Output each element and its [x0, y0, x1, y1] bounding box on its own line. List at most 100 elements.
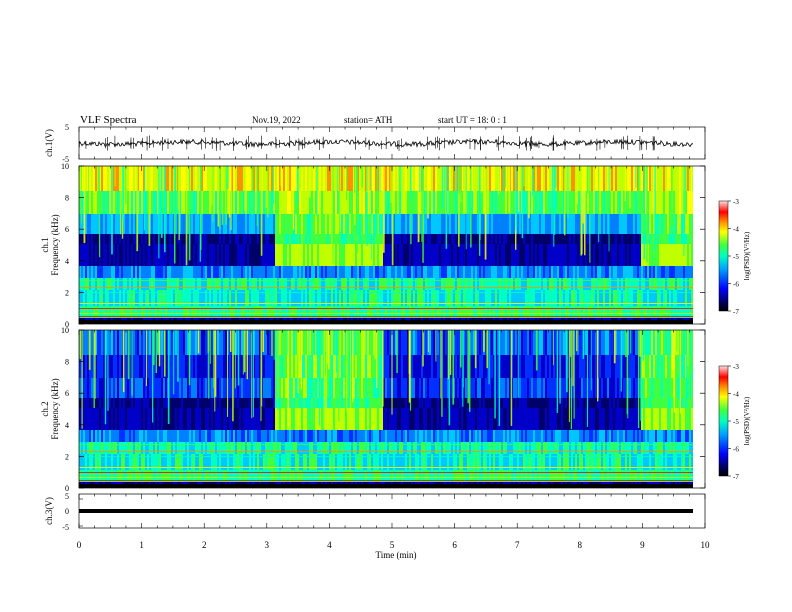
spectrogram-cell — [89, 234, 92, 244]
spectrogram-cell — [107, 166, 110, 191]
spectrogram-cell — [367, 408, 370, 430]
spectrogram-cell — [227, 266, 230, 278]
spectrogram-cell — [347, 191, 350, 214]
spectrogram-cell — [213, 470, 216, 482]
spectrogram-cell — [105, 191, 108, 214]
spectrogram-cell — [303, 330, 306, 355]
sferic-streak — [643, 166, 646, 260]
spectrogram-cell — [535, 214, 538, 234]
spectrogram-cell — [347, 244, 350, 266]
spectrogram-cell — [399, 214, 402, 234]
spectrogram-cell — [321, 278, 324, 290]
spectrogram-cell — [553, 278, 556, 290]
spectrogram-cell — [673, 191, 676, 214]
spectrogram-cell — [517, 290, 520, 306]
spectrogram-cell — [485, 290, 488, 306]
spectrogram-cell — [399, 378, 402, 398]
spectrogram-cell — [151, 191, 154, 214]
spectrogram-cell — [243, 166, 246, 191]
spectrogram-cell — [101, 290, 104, 306]
spectrogram-cell — [469, 266, 472, 278]
spectrogram-cell — [95, 454, 98, 470]
spectrogram-cell — [153, 398, 156, 408]
spectrogram-cell — [345, 355, 348, 378]
spectrogram-cell — [279, 408, 282, 430]
spectrogram-cell — [133, 244, 136, 266]
spectrogram-cell — [299, 306, 302, 318]
spectrogram-cell — [97, 442, 100, 454]
spectrogram-cell — [365, 442, 368, 454]
spectrogram-cell — [117, 442, 120, 454]
spectrogram-cell — [239, 244, 242, 266]
spectrogram-cell — [175, 330, 178, 355]
spectrogram-cell — [443, 244, 446, 266]
spectrogram-cell — [651, 166, 654, 191]
spectrogram-cell — [527, 266, 530, 278]
sferic-streak — [316, 166, 318, 217]
spectrogram-cell — [281, 266, 284, 278]
spectrogram-cell — [331, 470, 334, 482]
spectrogram-cell — [119, 191, 122, 214]
spectrogram-cell — [457, 290, 460, 306]
spectrogram-cell — [205, 266, 208, 278]
spectrogram-cell — [367, 290, 370, 306]
spectrogram-cell — [89, 454, 92, 470]
spectrogram-cell — [213, 398, 216, 408]
spectrogram-cell — [423, 214, 426, 234]
spectrogram-cell — [253, 290, 256, 306]
spectrogram-cell — [153, 244, 156, 266]
spectrogram-cell — [149, 398, 152, 408]
spectrogram-cell — [279, 266, 282, 278]
spectrogram-cell — [179, 398, 182, 408]
spectrogram-cell — [179, 234, 182, 244]
spectrogram-cell — [277, 278, 280, 290]
spectrogram-cell — [147, 191, 150, 214]
spectrogram-cell — [435, 166, 438, 191]
spectrogram-cell — [179, 191, 182, 214]
spectrogram-cell — [91, 330, 94, 355]
spectrogram-cell — [85, 214, 88, 234]
spectrogram-cell — [393, 214, 396, 234]
spectrogram-cell — [269, 355, 272, 378]
spectrogram-cell — [393, 442, 396, 454]
spectrogram-cell — [161, 398, 164, 408]
spectrogram-cell — [323, 214, 326, 234]
spectrogram-cell — [689, 166, 692, 191]
freq-tick-label: 0 — [65, 320, 69, 329]
spectrogram-cell — [123, 306, 126, 318]
spectrogram-cell — [175, 430, 178, 442]
spectrogram-cell — [405, 398, 408, 408]
spectrogram-cell — [411, 330, 414, 355]
spectrogram-cell — [669, 244, 672, 266]
spectrogram-cell — [353, 244, 356, 266]
spectrogram-cell — [277, 306, 280, 318]
spectrogram-cell — [639, 290, 642, 306]
spectrogram-cell — [331, 398, 334, 408]
spectrogram-cell — [179, 378, 182, 398]
spectrogram-cell — [549, 278, 552, 290]
spectrogram-cell — [579, 244, 582, 266]
spectrogram-cell — [171, 290, 174, 306]
spectrogram-cell — [153, 306, 156, 318]
spectrogram-cell — [333, 166, 336, 191]
spectrogram-cell — [249, 306, 252, 318]
spectrogram-cell — [669, 191, 672, 214]
spectrogram-cell — [689, 266, 692, 278]
spectrogram-cell — [143, 470, 146, 482]
spectrogram-cell — [221, 290, 224, 306]
spectrogram-cell — [429, 166, 432, 191]
spectrogram-cell — [297, 244, 300, 266]
spectrogram-cell — [199, 398, 202, 408]
spectrogram-cell — [595, 266, 598, 278]
spectrogram-cell — [93, 166, 96, 191]
spectrogram-cell — [401, 398, 404, 408]
spectrogram-cell — [661, 306, 664, 318]
spectrogram-cell — [387, 166, 390, 191]
spectrogram-cell — [613, 166, 616, 191]
spectrogram-cell — [179, 306, 182, 318]
spectrogram-cell — [339, 408, 342, 430]
spectrogram-cell — [183, 214, 186, 234]
spectrogram-cell — [145, 442, 148, 454]
spectrogram-cell — [563, 234, 566, 244]
spectrogram-cell — [177, 278, 180, 290]
